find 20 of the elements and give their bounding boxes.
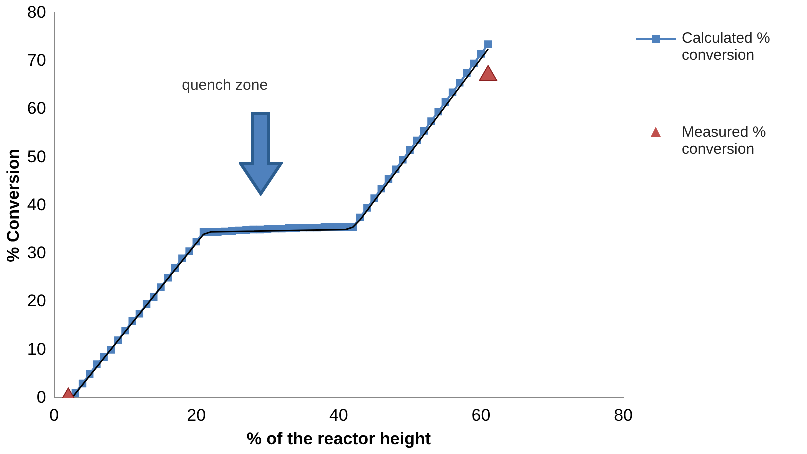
y-tick-label: 20 [27, 292, 46, 311]
y-tick-label: 80 [27, 2, 46, 22]
x-tick-label: 0 [50, 406, 60, 426]
y-tick-label: 60 [27, 99, 46, 118]
y-tick-label: 40 [27, 195, 46, 214]
x-tick-label: 20 [187, 406, 206, 426]
legend-label: Measured % conversion [682, 124, 768, 158]
x-tick-label: 80 [614, 406, 634, 426]
x-tick-label: 60 [472, 406, 491, 426]
y-tick-label: 10 [27, 340, 46, 359]
x-axis-title: % of the reactor height [246, 429, 432, 448]
y-tick-label: 30 [27, 244, 46, 263]
y-tick-label: 50 [27, 147, 46, 166]
annotation: quench zone [182, 77, 268, 94]
y-tick-label: 0 [36, 388, 46, 407]
legend-label: Calculated % conversion [682, 30, 772, 64]
point [484, 40, 492, 48]
x-tick-label: 40 [329, 406, 348, 426]
y-tick-label: 70 [27, 51, 46, 70]
y-axis-title: % Conversion [4, 149, 23, 262]
